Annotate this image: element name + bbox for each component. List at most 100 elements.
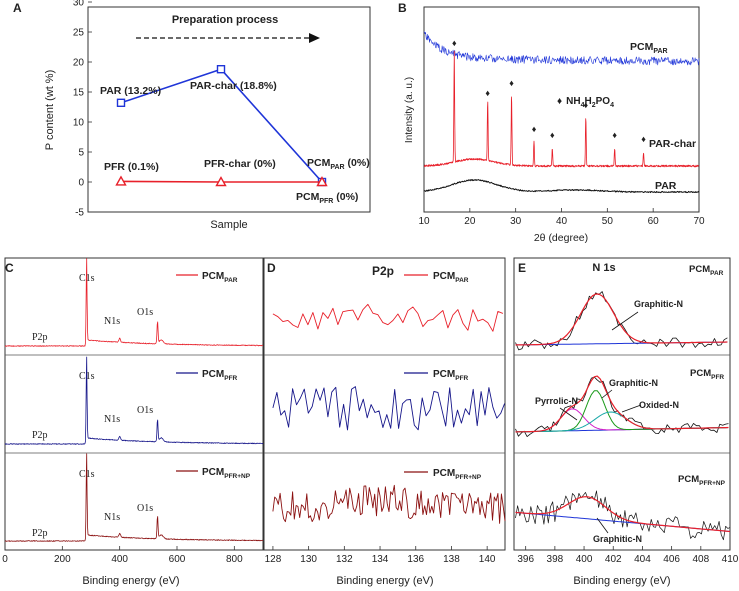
panel-a-y-tick-label: -5: [75, 208, 84, 219]
panel-d-x-tick-label: 136: [407, 554, 424, 565]
panel-c: C 0 200 400 600 800 Binding energy (eV) C1s N…: [2, 257, 264, 587]
pcm-pfr-np-n1s-raw: [515, 490, 731, 541]
panel-e-x-tick-label: 404: [634, 554, 651, 565]
panel-c-x-axis: 0 200 400 600 800: [2, 546, 243, 565]
pcm-par-xrd-trace: [423, 31, 700, 66]
panel-d-p2p-trace: [272, 484, 506, 524]
panel-b-x-axis: 10 20 30 40 50 60 70: [418, 208, 705, 227]
nh4h2po4-peak-marker: ♦: [485, 88, 490, 98]
panel-e-x-label: Binding energy (eV): [573, 575, 670, 587]
panel-e-x-tick-label: 396: [517, 554, 534, 565]
panel-e-series-label: PCMPFR: [690, 368, 724, 381]
panel-d-x-tick-label: 128: [265, 554, 282, 565]
panel-d-x-tick-label: 130: [300, 554, 317, 565]
pcm-pfr-label: PCMPFR (0%): [296, 191, 358, 205]
o1s-label: O1s: [137, 405, 153, 416]
panel-d-p2p-trace: [272, 386, 506, 431]
n1s-label: N1s: [104, 316, 120, 327]
panel-e-plot-frame: [513, 257, 731, 551]
pcm-pfr-np-n1s-fit: [515, 496, 731, 533]
panel-a-plot-frame: [87, 6, 371, 213]
panel-a-y-axis: -5 0 5 10 15 20 25 30: [73, 0, 92, 219]
panel-d-x-tick-label: 134: [372, 554, 389, 565]
panel-d-x-tick-label: 132: [336, 554, 353, 565]
graphitic-n-leader-1: [611, 311, 639, 331]
panel-c-x-label: Binding energy (eV): [82, 575, 179, 587]
panel-a-triangle-marker: [316, 176, 328, 187]
pcm-par-n1s-raw: [515, 291, 728, 351]
panel-c-plot-frame: [4, 257, 264, 551]
pcm-par-n1s-fit: [515, 293, 728, 346]
panel-d-x-tick-label: 138: [443, 554, 460, 565]
panel-d: D P2p 128 130 132 134 136 138 140 Binding ener…: [263, 257, 506, 587]
panel-d-legend-label: PCMPFR: [433, 369, 469, 382]
nh4h2po4-peak-marker: ♦: [612, 130, 617, 140]
p2p-label: P2p: [32, 528, 48, 539]
panel-d-letter: D: [267, 261, 276, 275]
panel-c-x-tick-label: 800: [226, 554, 243, 565]
panel-e-x-tick-label: 408: [692, 554, 709, 565]
panel-d-plot-frame: [263, 257, 506, 551]
panel-d-legend-label: PCMPAR: [433, 271, 469, 284]
panel-e-series-label: PCMPAR: [689, 264, 724, 277]
panel-a-square-marker: [216, 64, 226, 74]
panel-d-title: P2p: [372, 264, 394, 278]
panel-c-letter: C: [5, 261, 14, 275]
c1s-label: C1s: [79, 273, 95, 284]
panel-a-y-tick-label: 5: [78, 148, 84, 159]
panel-b-letter: B: [398, 1, 407, 15]
panel-c-x-tick-label: 600: [169, 554, 186, 565]
oxided-n-leader: [621, 404, 642, 413]
par-char-xrd-trace: [423, 50, 699, 168]
pfr-label: PFR (0.1%): [104, 161, 159, 173]
panel-b-x-tick-label: 40: [556, 216, 568, 227]
panel-c-peak-labels: C1s N1s O1s P2p PCMPAR C1s N1s O1s P2p PCMPFR C1s N…: [32, 271, 251, 539]
panel-e-x-axis: 396 398 400 402 404 406 408 410: [517, 546, 739, 565]
panel-a-y-tick-label: 20: [73, 58, 85, 69]
panel-b-traces: ♦ ♦ ♦ ♦ ♦ ♦ ♦ ♦: [423, 31, 700, 194]
panel-c-x-tick-label: 400: [111, 554, 128, 565]
panel-a-y-label: P content (wt %): [44, 70, 56, 151]
panel-b-x-tick-label: 10: [418, 216, 430, 227]
panel-d-x-label: Binding energy (eV): [336, 575, 433, 587]
panel-a-y-tick-label: 10: [73, 118, 85, 129]
nh4h2po4-peak-marker: ♦: [452, 38, 457, 48]
panel-a-y-tick-label: 15: [73, 88, 85, 99]
panel-b-x-tick-label: 70: [693, 216, 705, 227]
panel-e-x-tick-label: 410: [722, 554, 739, 565]
c1s-label: C1s: [79, 469, 95, 480]
panel-e: E N 1s 396 398 400 402 404 406 408 410 Binding …: [513, 257, 739, 587]
panel-a-annotation: Preparation process: [172, 14, 278, 26]
n1s-label: N1s: [104, 512, 120, 523]
panel-d-series-labels: PCMPAR PCMPFR PCMPFR+NP: [404, 271, 482, 481]
pyrrolic-n-label: Pyrrolic-N: [535, 396, 578, 406]
panel-b-x-tick-label: 30: [510, 216, 522, 227]
n1s-label: N1s: [104, 414, 120, 425]
panel-c-traces: [4, 258, 264, 542]
panel-e-labels: PCMPAR PCMPFR PCMPFR+NP Graphitic-N Pyrrolic…: [535, 264, 726, 544]
panel-a-square-marker: [116, 98, 126, 108]
nh4h2po4-peak-marker: ♦: [532, 124, 537, 134]
o1s-label: O1s: [137, 503, 153, 514]
pcm-pfr-n1s-fit: [515, 375, 729, 433]
par-char-label: PAR-char (18.8%): [190, 80, 277, 92]
panel-d-p2p-trace: [272, 303, 504, 332]
panel-b-y-label: Intensity (a. u.): [404, 77, 415, 143]
graphitic-n-leader-3: [596, 517, 609, 534]
panel-e-x-tick-label: 406: [663, 554, 680, 565]
panel-a: A -5 0 5 10 15 20 25 30 P content (wt %) Sample…: [13, 0, 371, 231]
panel-d-x-tick-label: 140: [479, 554, 496, 565]
par-xrd-trace: [423, 179, 700, 194]
panel-b-x-label: 2θ (degree): [534, 232, 588, 244]
panel-a-triangle-marker: [115, 175, 127, 186]
nh4h2po4-peak-marker: ♦: [583, 100, 588, 110]
nh4h2po4-legend: ♦ NH4H2PO4: [557, 96, 614, 109]
par-label: PAR (13.2%): [100, 85, 161, 97]
panel-c-survey-trace: [4, 453, 264, 542]
graphitic-n-leader-2: [601, 389, 613, 399]
panel-d-legend-label: PCMPFR+NP: [433, 468, 482, 481]
panel-a-x-label: Sample: [210, 219, 247, 231]
nh4h2po4-peak-marker: ♦: [550, 130, 555, 140]
panel-c-legend-label: PCMPAR: [202, 271, 238, 284]
par-trace-label: PAR: [655, 180, 677, 192]
